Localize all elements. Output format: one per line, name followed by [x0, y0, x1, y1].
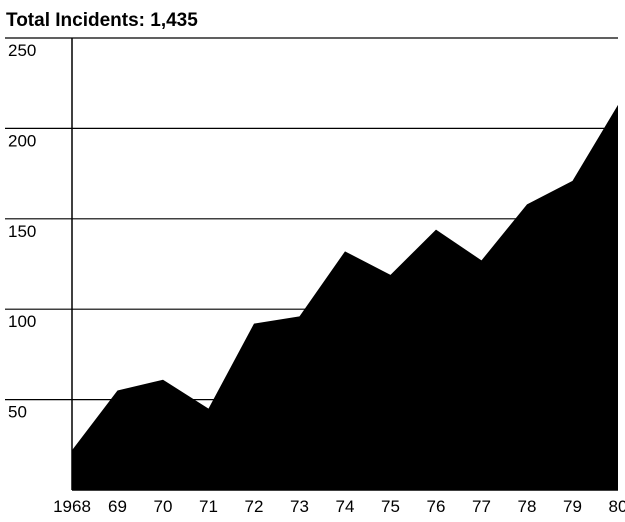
- y-tick-label: 200: [8, 131, 36, 150]
- y-tick-label: 50: [8, 403, 27, 422]
- chart-title: Total Incidents: 1,435: [6, 10, 198, 31]
- area: [72, 104, 618, 491]
- x-tick-label: 71: [199, 497, 218, 516]
- x-tick-label: 76: [427, 497, 446, 516]
- x-tick-label: 69: [108, 497, 127, 516]
- x-tick-label: 72: [245, 497, 264, 516]
- x-tick-label: 78: [518, 497, 537, 516]
- y-tick-label: 250: [8, 41, 36, 60]
- x-tick-label: 77: [472, 497, 491, 516]
- x-tick-label: 70: [154, 497, 173, 516]
- x-tick-label: 73: [290, 497, 309, 516]
- x-tick-label: 79: [563, 497, 582, 516]
- x-tick-label: 1968: [53, 497, 91, 516]
- y-tick-label: 150: [8, 222, 36, 241]
- x-tick-label: 80: [609, 497, 625, 516]
- x-tick-label: 75: [381, 497, 400, 516]
- x-tick-label: 74: [336, 497, 355, 516]
- y-tick-label: 100: [8, 312, 36, 331]
